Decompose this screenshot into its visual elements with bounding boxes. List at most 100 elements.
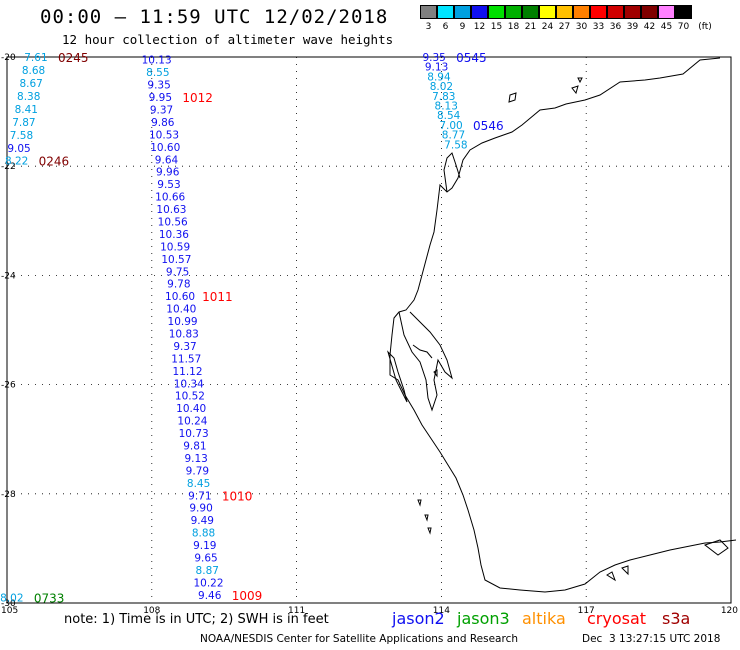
lat-tick-label: -30 (1, 599, 16, 609)
wave-height-value: 9.19 (193, 540, 216, 552)
legend-swatch-42: 42 (640, 5, 658, 32)
lon-tick-label: 120 (721, 606, 738, 616)
credit-line: NOAA/NESDIS Center for Satellite Applica… (200, 633, 518, 645)
south-coast-lake-2 (606, 571, 616, 582)
wave-height-value: 9.37 (150, 105, 173, 117)
map-title: 00:00 — 11:59 UTC 12/02/2018 (40, 6, 389, 28)
generated-timestamp: Dec 3 13:27:15 UTC 2018 (582, 633, 721, 645)
wave-height-value: 10.52 (175, 391, 205, 403)
wave-height-value: 8.22 (5, 156, 28, 168)
wave-height-value: 8.13 (435, 101, 458, 113)
wave-height-value: 7.83 (432, 91, 455, 103)
legend-label: 27 (558, 22, 571, 32)
dirk-hartog-island (386, 350, 408, 403)
pass-time-label: 0546 (473, 119, 504, 133)
wave-height-value: 10.99 (168, 316, 198, 328)
legend-swatch-36: 36 (606, 5, 624, 32)
legend-unit-cell: (ft) (692, 5, 718, 32)
wave-height-value: 7.58 (10, 130, 33, 142)
wave-height-value: 8.94 (427, 71, 451, 83)
wave-height-value: 8.02 (430, 81, 453, 93)
wave-height-value: 10.34 (174, 378, 204, 390)
legend-label: 9 (459, 22, 466, 32)
wave-height-value: 10.59 (160, 241, 190, 253)
legend-label: 70 (677, 22, 690, 32)
legend-color-box (589, 5, 607, 19)
legend-color-box (572, 5, 590, 19)
wave-height-value: 10.56 (158, 216, 188, 228)
legend-color-box (419, 5, 437, 19)
legend-color-box (623, 5, 641, 19)
lon-tick-label: 105 (1, 606, 18, 616)
lat-tick-label: -20 (1, 53, 16, 63)
wave-height-value: 8.87 (196, 565, 219, 577)
wave-height-value: 9.13 (425, 62, 448, 74)
legend-swatch-45: 45 (657, 5, 675, 32)
wave-height-value: 9.86 (151, 117, 175, 129)
lon-tick-label: 108 (143, 606, 160, 616)
wave-height-value: 10.66 (155, 192, 185, 204)
wave-height-value: 7.61 (24, 52, 47, 64)
wave-height-value: 9.37 (173, 341, 196, 353)
track-bottom-track: 8.02 0733 (0, 592, 64, 606)
legend-label: 15 (490, 22, 503, 32)
legend-label: 12 (473, 22, 486, 32)
wave-height-value: 10.13 (142, 55, 172, 67)
pass-time-label: 1012 (182, 91, 213, 105)
legend-swatch-27: 27 (555, 5, 573, 32)
pass-time-label: 1010 (222, 489, 253, 503)
lat-tick-label: -24 (1, 271, 16, 281)
wave-height-value: 10.73 (179, 428, 209, 440)
wave-height-value: 9.35 (422, 52, 445, 64)
track-middle-track: 10.138.559.359.959.379.8610.5310.609.649… (142, 55, 263, 603)
legend-color-box (470, 5, 488, 19)
satellite-label-s3a: s3a (662, 609, 691, 628)
island-1 (508, 92, 517, 103)
lat-tick-label: -28 (1, 490, 16, 500)
wave-height-value: 10.22 (193, 577, 223, 589)
altimeter-tracks: 7.618.688.678.388.417.877.589.058.220245… (0, 51, 503, 606)
wave-height-value: 9.05 (7, 143, 30, 155)
legend-label: 45 (660, 22, 673, 32)
legend-swatch-21: 21 (521, 5, 539, 32)
legend-color-box (436, 5, 454, 19)
wave-height-value: 8.02 (0, 593, 23, 605)
pass-time-label: 0245 (58, 51, 89, 65)
legend-color-box (555, 5, 573, 19)
legend-color-box (453, 5, 471, 19)
track-west-track: 7.618.688.678.388.417.877.589.058.22 0245… (5, 51, 89, 169)
wave-height-value: 9.13 (184, 453, 207, 465)
legend-label: 39 (626, 22, 639, 32)
legend-swatch-3: 3 (419, 5, 437, 32)
wave-height-value: 9.81 (183, 440, 206, 452)
south-coast-lake-1 (703, 539, 729, 556)
legend-color-box (640, 5, 658, 19)
wave-height-value: 8.54 (437, 110, 461, 122)
lon-tick-label: 114 (433, 606, 450, 616)
wave-height-value: 9.79 (186, 465, 209, 477)
lon-tick-label: 117 (578, 606, 595, 616)
wave-height-value: 9.78 (167, 279, 190, 291)
legend-swatch-30: 30 (572, 5, 590, 32)
australia-west-coast (389, 57, 737, 593)
legend-label: 18 (507, 22, 520, 32)
lon-tick-label: 111 (288, 606, 305, 616)
wave-height-value: 8.41 (15, 104, 38, 116)
island-3 (577, 77, 583, 84)
wave-height-value: 7.58 (444, 139, 467, 151)
color-legend: 3 6 9 12 15 18 21 24 27 30 33 36 39 42 45 70 (ft) (419, 5, 718, 32)
legend-label: 30 (575, 22, 588, 32)
legend-label: 42 (643, 22, 656, 32)
wave-height-value: 10.53 (149, 129, 179, 141)
pass-time-label: 0545 (456, 51, 487, 65)
wave-height-value: 10.63 (156, 204, 186, 216)
lat-tick-label: -22 (1, 162, 16, 172)
wave-height-value: 9.75 (166, 266, 189, 278)
map-subtitle: 12 hour collection of altimeter wave hei… (62, 32, 394, 47)
legend-label: 3 (425, 22, 432, 32)
wave-height-value: 9.53 (157, 179, 180, 191)
wave-height-value: 11.57 (171, 353, 201, 365)
legend-label: 21 (524, 22, 537, 32)
legend-label: 6 (442, 22, 449, 32)
